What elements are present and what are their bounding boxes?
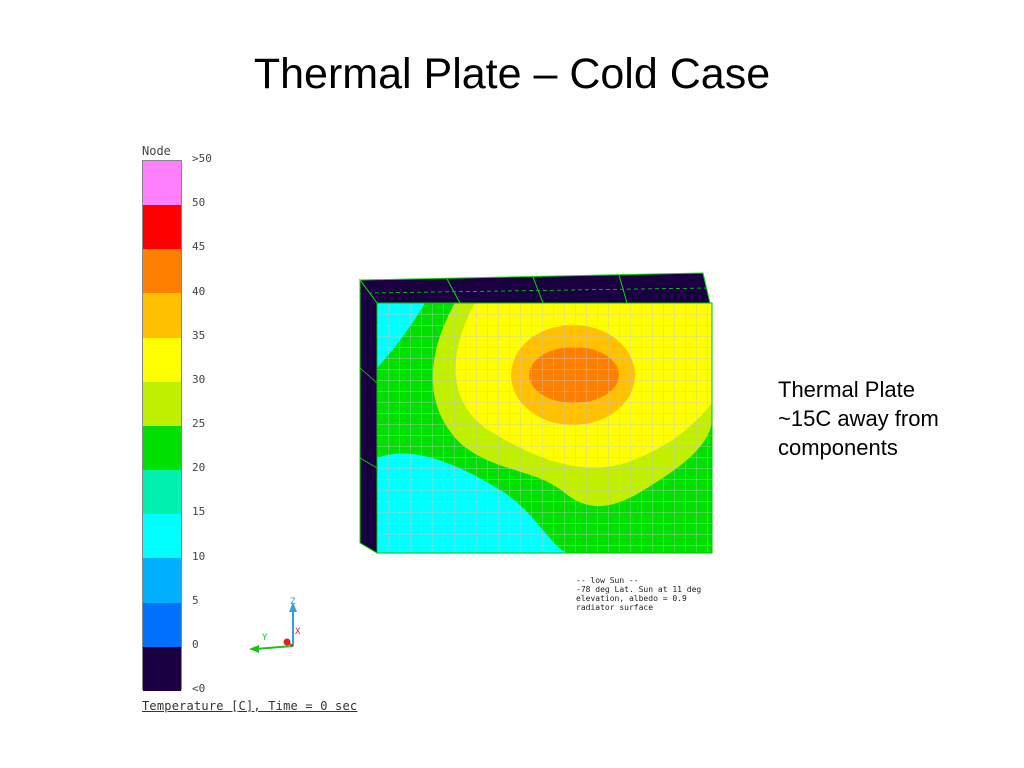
legend-tick-label: 40 bbox=[192, 284, 206, 298]
plate-side-face bbox=[359, 278, 378, 554]
legend-swatch bbox=[143, 205, 181, 250]
axes-triad-icon: Z Y X bbox=[249, 597, 301, 653]
legend-tick-label: 10 bbox=[192, 549, 206, 563]
thermal-plate-render bbox=[359, 272, 713, 554]
case-note-line: radiator surface bbox=[576, 603, 654, 612]
legend-swatch bbox=[143, 646, 181, 691]
legend-swatch bbox=[143, 514, 181, 559]
annotation-line: components bbox=[778, 435, 898, 460]
annotation-line: ~15C away from bbox=[778, 406, 939, 431]
legend-swatch bbox=[143, 293, 181, 338]
legend-swatch bbox=[143, 558, 181, 603]
case-note-line: -- low Sun -- bbox=[576, 576, 639, 585]
legend-swatch bbox=[143, 470, 181, 515]
legend-tick-label: 15 bbox=[192, 505, 206, 519]
legend-tick-label: <0 bbox=[192, 682, 206, 695]
legend-header: Node bbox=[142, 144, 171, 158]
slide-title: Thermal Plate – Cold Case bbox=[253, 50, 771, 98]
legend-tick-label: 25 bbox=[192, 417, 206, 430]
legend-tick-label: 45 bbox=[192, 240, 206, 254]
axis-x-label: X bbox=[295, 627, 301, 637]
axis-y-label: Y bbox=[262, 633, 268, 643]
legend-tick-label: 20 bbox=[192, 461, 206, 475]
legend-tick-label: 30 bbox=[192, 372, 206, 386]
legend-tick-label: >50 bbox=[192, 152, 212, 165]
annotation-line: Thermal Plate bbox=[778, 377, 915, 402]
case-note: -- low Sun -- -78 deg Lat. Sun at 11 deg… bbox=[576, 576, 701, 612]
legend-swatch bbox=[143, 337, 181, 382]
legend-tick-label: 5 bbox=[192, 593, 199, 607]
annotation-text: Thermal Plate ~15C away from components bbox=[778, 375, 998, 462]
legend-tick-label: 35 bbox=[192, 328, 206, 342]
case-note-line: elevation, albedo = 0.9 bbox=[576, 594, 687, 603]
plate-top-face bbox=[359, 272, 711, 304]
legend-tick-label: 50 bbox=[192, 196, 206, 210]
legend-caption: Temperature [C], Time = 0 sec bbox=[142, 699, 358, 713]
legend-swatch bbox=[143, 602, 181, 647]
legend-color-bar bbox=[142, 160, 182, 691]
axis-z-label: Z bbox=[290, 597, 296, 607]
legend-tick-label: 0 bbox=[192, 637, 199, 651]
plate-front-face bbox=[377, 303, 712, 553]
legend-swatch bbox=[143, 161, 181, 206]
legend-swatch bbox=[143, 425, 181, 471]
legend-swatch bbox=[143, 381, 181, 426]
case-note-line: -78 deg Lat. Sun at 11 deg bbox=[576, 585, 702, 594]
legend-swatch bbox=[143, 249, 181, 294]
